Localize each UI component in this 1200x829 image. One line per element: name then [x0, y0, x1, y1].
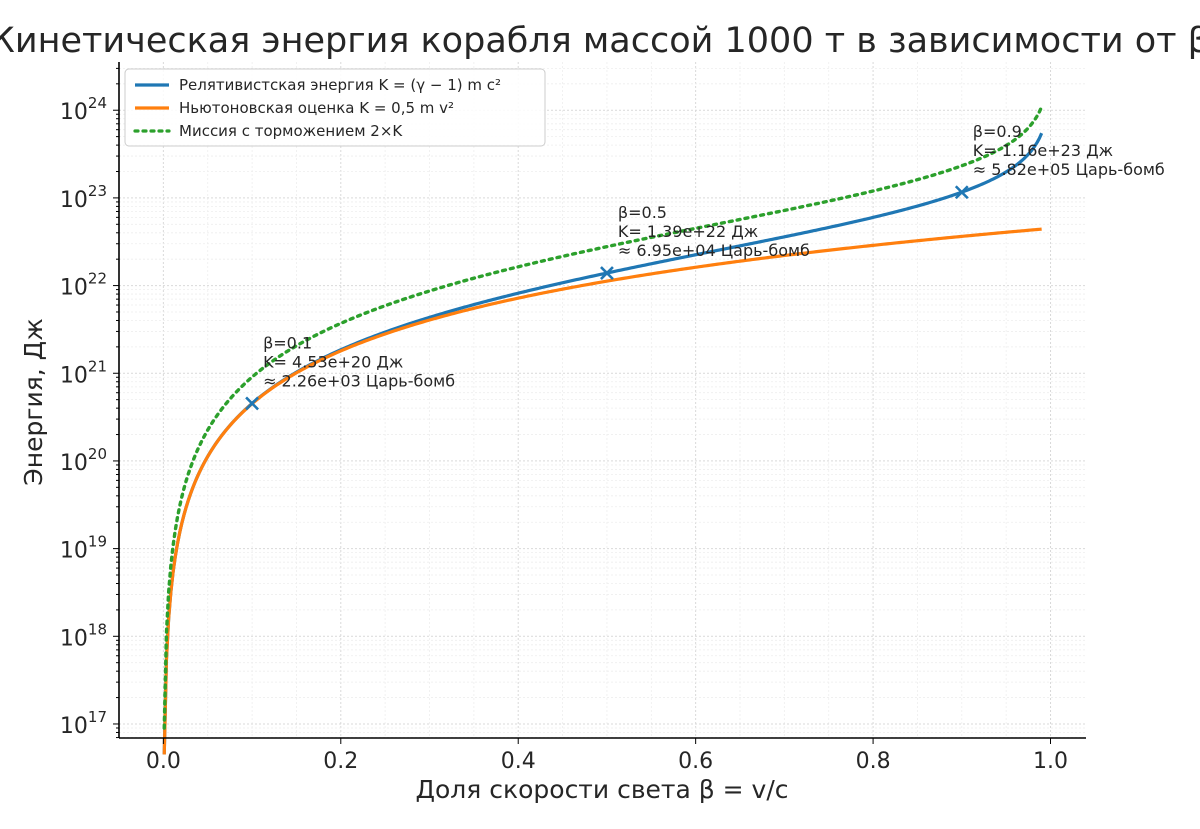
y-tick-label: 1020	[60, 445, 107, 476]
data-marker	[600, 266, 614, 280]
series-line-3	[162, 105, 1044, 730]
annotation-label: ≈ 6.95e+04 Царь-бомб	[618, 241, 810, 260]
marker-x-stroke	[954, 185, 969, 200]
y-tick-label: 1024	[60, 94, 107, 125]
annotation-label: β=0.1	[263, 333, 312, 352]
annotation-label: K= 4.53e+20 Дж	[263, 352, 403, 371]
x-tick-label: 0.6	[678, 749, 713, 774]
legend: Релятивистская энергия K = (γ − 1) m c² Н…	[124, 68, 546, 147]
x-axis-label: Доля скорости света β = v/c	[415, 775, 788, 804]
y-axis-label: Энергия, Дж	[19, 318, 48, 485]
marker-x-stroke	[245, 396, 259, 411]
chart-title: Кинетическая энергия корабля массой 1000…	[0, 21, 1200, 61]
x-tick-label: 0.8	[856, 749, 891, 774]
x-tick-label: 0.2	[323, 749, 358, 774]
annotation-label: ≈ 5.82e+05 Царь-бомб	[973, 160, 1165, 179]
annotation-label: β=0.9	[973, 122, 1022, 141]
legend-label: Миссия с торможением 2×K	[179, 122, 403, 140]
x-tick-label: 1.0	[1033, 749, 1068, 774]
y-tick-label: 1023	[60, 182, 107, 213]
tick-labels: 0.0 0.2 0.4 0.6 0.8 1.0 1017 1018 1019 1020 1021 10…	[60, 94, 1068, 774]
grid	[119, 62, 1086, 738]
annotation-label: ≈ 2.26e+03 Царь-бомб	[263, 371, 455, 390]
x-tick-label: 0.0	[146, 749, 181, 774]
data-marker	[954, 185, 969, 200]
y-tick-label: 1019	[60, 533, 107, 564]
x-tick-label: 0.4	[501, 749, 536, 774]
y-tick-label: 1018	[60, 620, 107, 651]
series-line-2	[162, 227, 1042, 755]
marker-layer: β=0.1K= 4.53e+20 Дж≈ 2.26e+03 Царь-бомб β…	[245, 122, 1165, 411]
marker-x-stroke	[600, 266, 614, 280]
data-marker	[245, 396, 259, 411]
annotation-label: K= 1.39e+22 Дж	[618, 222, 758, 241]
annotation-label: β=0.5	[618, 203, 667, 222]
y-tick-label: 1021	[60, 357, 107, 388]
y-tick-label: 1022	[60, 270, 107, 301]
annotation-label: K= 1.16e+23 Дж	[973, 141, 1113, 160]
y-tick-label: 1017	[60, 708, 107, 739]
legend-label: Ньютоновская оценка K = 0,5 m v²	[179, 99, 454, 117]
series-layer	[162, 105, 1044, 755]
axes	[113, 62, 1086, 744]
legend-box	[124, 68, 546, 147]
legend-label: Релятивистская энергия K = (γ − 1) m c²	[179, 76, 501, 94]
